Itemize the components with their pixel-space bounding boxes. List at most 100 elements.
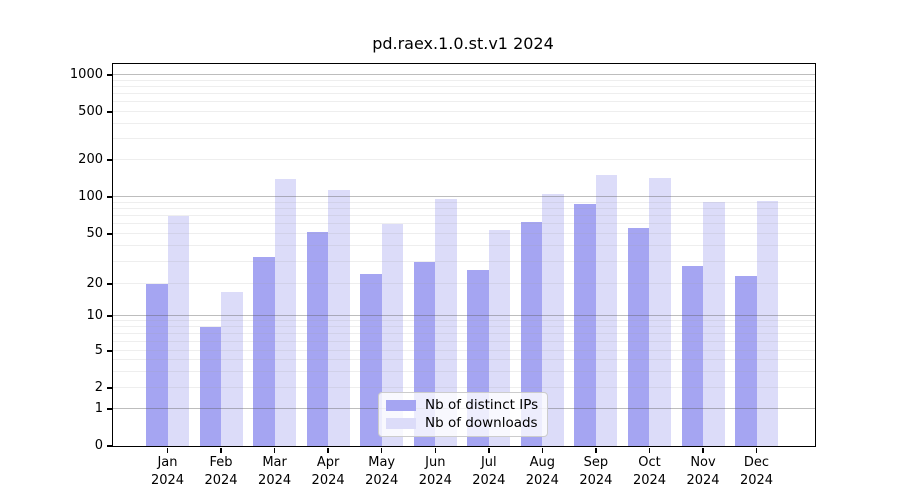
x-tick-mark — [755, 448, 758, 453]
bar-downloads — [435, 199, 457, 446]
gridline-minor — [113, 122, 815, 124]
y-tick-mark — [107, 196, 113, 198]
gridline-minor — [113, 207, 815, 209]
y-axis-tick-label: 500 — [78, 104, 103, 119]
bar-downloads — [649, 177, 671, 446]
y-axis-tick-label: 10 — [86, 308, 103, 323]
x-tick-mark — [595, 448, 597, 453]
y-tick-mark — [107, 283, 113, 285]
bar-downloads — [703, 202, 725, 446]
y-axis-tick-label: 1000 — [69, 67, 103, 82]
gridline-minor — [113, 326, 815, 328]
gridline-minor — [113, 387, 815, 388]
gridline-minor — [113, 245, 815, 247]
bar-downloads — [328, 190, 350, 446]
y-tick-mark — [107, 111, 113, 113]
gridline-minor — [113, 85, 815, 87]
gridline-major — [113, 196, 815, 197]
x-tick-mark — [380, 448, 383, 453]
x-axis-tick-label: Jun 2024 — [418, 455, 452, 488]
gridline-minor — [113, 215, 815, 216]
x-axis-tick-label: Jan 2024 — [150, 455, 185, 488]
x-axis-tick-label: Sep 2024 — [579, 455, 613, 488]
legend-item-downloads: Nb of downloads — [386, 416, 538, 431]
bar-downloads — [167, 216, 189, 446]
bar-downloads — [595, 175, 618, 446]
gridline-minor — [113, 79, 815, 81]
bar-distinct-ips — [199, 327, 222, 446]
bar-downloads — [274, 179, 297, 446]
bar-distinct-ips — [360, 274, 382, 446]
bar-distinct-ips — [574, 204, 596, 446]
x-axis-tick-label: Oct 2024 — [632, 455, 667, 488]
gridline-minor — [113, 201, 815, 203]
bar-downloads — [542, 193, 564, 446]
x-tick-mark — [327, 448, 329, 453]
x-axis-tick-label: Nov 2024 — [686, 455, 720, 488]
y-tick-mark — [107, 159, 113, 161]
x-tick-mark — [702, 448, 704, 453]
chart-title: pd.raex.1.0.st.v1 2024 — [372, 34, 554, 53]
x-tick-mark — [273, 448, 276, 453]
x-axis-tick-label: May 2024 — [365, 455, 399, 488]
x-tick-mark — [166, 448, 169, 453]
y-tick-mark — [107, 408, 113, 410]
gridline-minor — [113, 260, 815, 262]
x-axis-tick-label: Feb 2024 — [204, 455, 238, 488]
legend-swatch-downloads — [386, 418, 416, 429]
y-axis-tick-label: 100 — [78, 189, 103, 204]
bar-downloads — [221, 291, 243, 446]
gridline-minor — [113, 111, 815, 112]
x-axis-tick-label: Aug 2024 — [525, 455, 559, 488]
y-tick-mark — [107, 445, 113, 447]
x-tick-mark — [488, 448, 490, 453]
bar-distinct-ips — [520, 221, 543, 446]
y-axis-tick-label: 0 — [94, 438, 103, 453]
gridline-minor — [113, 370, 815, 372]
gridline-major — [113, 74, 815, 75]
legend-label-downloads: Nb of downloads — [425, 415, 538, 431]
y-tick-mark — [107, 74, 113, 76]
bar-distinct-ips — [681, 265, 703, 446]
x-tick-mark — [220, 448, 222, 453]
gridline-minor — [113, 159, 815, 160]
legend-item-distinct-ips: Nb of distinct IPs — [386, 398, 538, 413]
gridline-minor — [113, 340, 815, 342]
gridline-minor — [113, 137, 815, 139]
y-axis-tick-label: 50 — [86, 226, 103, 241]
x-axis-tick-label: Mar 2024 — [258, 455, 292, 488]
y-tick-mark — [107, 233, 113, 235]
bar-distinct-ips — [735, 276, 757, 446]
bar-distinct-ips — [253, 256, 275, 446]
x-axis-tick-label: Jul 2024 — [472, 455, 506, 488]
bar-downloads — [488, 229, 511, 446]
bar-downloads — [381, 224, 404, 446]
gridline-minor — [113, 233, 815, 234]
gridline-minor — [113, 283, 815, 284]
y-axis-tick-label: 2 — [94, 380, 103, 395]
y-tick-mark — [107, 350, 113, 352]
gridline-minor — [113, 320, 815, 322]
gridline-minor — [113, 359, 815, 360]
y-tick-mark — [107, 387, 113, 389]
gridline-major — [113, 315, 815, 316]
legend: Nb of distinct IPs Nb of downloads — [378, 392, 549, 437]
gridline-minor — [113, 223, 815, 225]
gridline-minor — [113, 101, 815, 103]
gridline-minor — [113, 350, 815, 351]
bar-distinct-ips — [146, 284, 168, 446]
gridline-minor — [113, 93, 815, 94]
bar-downloads — [756, 200, 779, 446]
x-tick-mark — [434, 448, 436, 453]
y-axis-tick-label: 20 — [86, 276, 103, 291]
y-tick-mark — [107, 315, 113, 317]
legend-label-distinct-ips: Nb of distinct IPs — [425, 397, 539, 413]
y-axis-tick-label: 1 — [94, 401, 103, 416]
bar-distinct-ips — [306, 231, 329, 446]
plot-area: 0 1 2 5 10 20 50 100 200 500 1000 Jan 2024 Feb 2024 M… — [70, 63, 816, 488]
x-axis-tick-label: Dec 2024 — [739, 455, 774, 488]
x-tick-mark — [541, 448, 544, 453]
bar-distinct-ips — [627, 228, 650, 446]
gridline-minor — [113, 333, 815, 334]
